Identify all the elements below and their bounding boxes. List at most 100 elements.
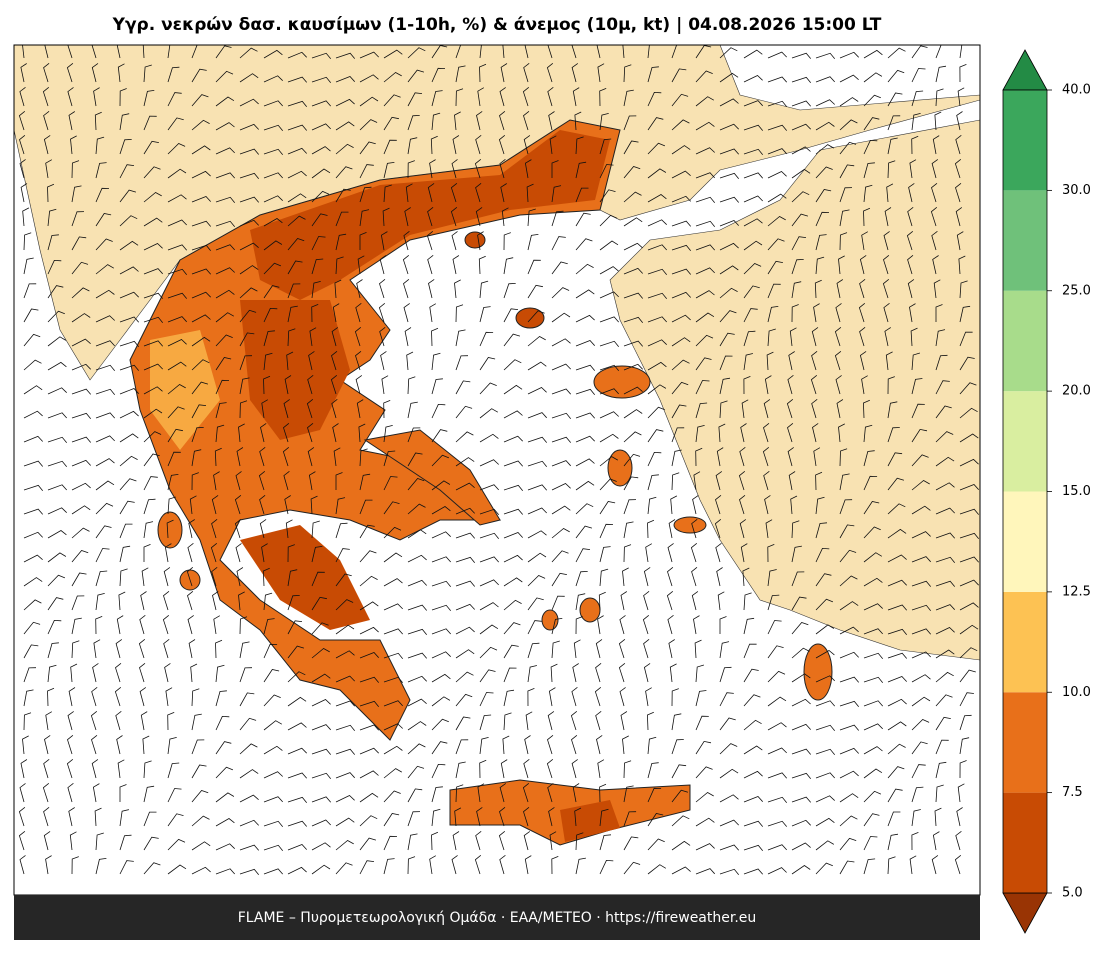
wind-barb [527, 436, 548, 443]
wind-barb [719, 844, 740, 851]
wind-barb [791, 259, 804, 275]
wind-barb [623, 140, 639, 155]
wind-barb [743, 796, 763, 803]
wind-barb [215, 402, 227, 419]
island-lemnos [515, 307, 545, 329]
wind-barb [958, 255, 966, 275]
wind-barb [527, 208, 536, 227]
wind-barb [475, 207, 483, 227]
wind-barb [599, 189, 616, 203]
wind-barb [187, 615, 194, 635]
wind-barb [143, 340, 164, 347]
wind-barb [935, 604, 955, 611]
wind-barb [671, 449, 682, 467]
wind-barb [287, 124, 308, 131]
wind-barb [191, 145, 211, 155]
wind-barb [911, 628, 932, 635]
wind-barb [740, 543, 748, 563]
wind-barb [646, 711, 654, 731]
wind-barb [623, 409, 643, 419]
wind-barb [475, 182, 482, 203]
island-chios [607, 449, 633, 487]
wind-barb [263, 172, 283, 179]
wind-barb [335, 650, 355, 659]
wind-barb [527, 484, 548, 491]
wind-barb [383, 813, 400, 827]
wind-barb [695, 267, 715, 275]
wind-barb [551, 312, 571, 323]
wind-barb [259, 446, 266, 467]
wind-barb [911, 832, 919, 851]
wind-barb [767, 844, 787, 851]
wind-barb [335, 700, 355, 707]
wind-barb [407, 478, 425, 491]
wind-barb [431, 403, 446, 419]
wind-barb [308, 471, 316, 491]
wind-barb [671, 268, 692, 275]
wind-barb [143, 836, 159, 851]
wind-barb [95, 412, 115, 419]
wind-barb [287, 866, 307, 875]
wind-barb [167, 361, 187, 371]
wind-barb [647, 244, 667, 251]
wind-barb [263, 330, 275, 347]
wind-barb [671, 220, 692, 227]
wind-barb [162, 614, 170, 635]
wind-barb [215, 220, 236, 227]
wind-barb [383, 425, 393, 443]
wind-barb [863, 746, 883, 755]
wind-barb [239, 219, 259, 227]
wind-barb [574, 807, 582, 827]
wind-barb [623, 166, 641, 179]
wind-barb [119, 455, 138, 467]
wind-barb [119, 215, 138, 227]
wind-barb [955, 134, 962, 155]
wind-barb [887, 115, 901, 131]
wind-barb [213, 471, 220, 491]
wind-barb [215, 244, 235, 251]
wind-barb [863, 207, 871, 227]
wind-barb [883, 302, 890, 323]
wind-barb [739, 446, 746, 467]
wind-barb [839, 724, 860, 731]
wind-barb [719, 287, 738, 299]
wind-barb [767, 328, 776, 347]
wind-barb [695, 70, 713, 83]
wind-barb [115, 710, 122, 731]
wind-barb [239, 355, 253, 371]
wind-barb [767, 544, 775, 563]
wind-barb [836, 279, 844, 299]
wind-barb [143, 166, 161, 179]
wind-barb [671, 337, 691, 347]
wind-barb [887, 743, 906, 755]
wind-barb [335, 724, 356, 732]
wind-barb [887, 604, 908, 611]
wind-barb [47, 460, 68, 467]
wind-barb [287, 696, 307, 707]
wind-barb [883, 254, 890, 275]
wind-barb [839, 499, 853, 515]
wind-barb [671, 145, 691, 155]
wind-barb [719, 47, 738, 59]
wind-barb [23, 554, 43, 563]
wind-barb [719, 641, 730, 659]
wind-barb [67, 45, 73, 59]
wind-barb [239, 616, 248, 635]
wind-barb [645, 543, 652, 563]
wind-barb [911, 556, 931, 563]
wind-barb [524, 735, 531, 755]
wind-barb [935, 88, 944, 107]
wind-barb [163, 590, 170, 611]
wind-barb [479, 624, 499, 635]
wind-barb [407, 529, 427, 539]
wind-barb [643, 590, 650, 611]
wind-barb [743, 592, 752, 611]
wind-barb [215, 196, 236, 203]
wind-barb [743, 668, 759, 683]
wind-barb [932, 831, 940, 851]
wind-barb [260, 423, 267, 443]
wind-barb [815, 624, 835, 635]
wind-barb [839, 164, 855, 179]
wind-barb [479, 759, 487, 779]
wind-barb [117, 759, 125, 779]
